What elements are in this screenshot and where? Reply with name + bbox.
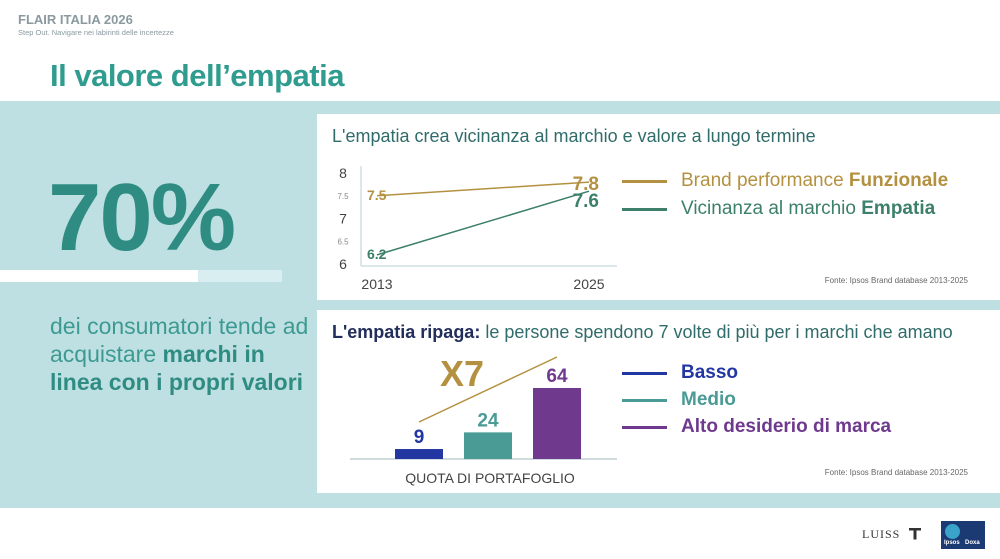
line-series-0 — [376, 181, 590, 197]
line-chart-card: L'empatia crea vicinanza al marchio e va… — [317, 114, 1000, 300]
header-title: FLAIR ITALIA 2026 — [18, 12, 133, 27]
ipsos-circle-icon — [945, 524, 960, 539]
bar-chart: 9 24 64 QUOTA DI PORTAFOGLIO X7 — [350, 353, 617, 486]
legend-functional-label: Brand performance Funzionale — [681, 170, 949, 191]
header-subtitle: Step Out. Navigare nei labirinti delle i… — [18, 28, 174, 37]
doxa-logo-text: Doxa — [965, 540, 980, 546]
legend-empathy: Vicinanza al marchio Empatia — [622, 198, 935, 220]
legend-medio-label: Medio — [681, 389, 736, 410]
bar-chart-title: L'empatia ripaga: le persone spendono 7 … — [332, 322, 953, 343]
line-chart-x-tick: 2025 — [573, 276, 604, 292]
line-data-label: 7.8 — [573, 174, 599, 195]
line-data-label: 7.6 — [573, 191, 599, 212]
bar-1 — [464, 432, 512, 459]
line-chart-x-tick: 2013 — [361, 276, 392, 292]
line-chart-y-tick: 6 — [339, 256, 347, 272]
kpi-text-bold: marchi in linea con i propri valori — [50, 341, 304, 395]
legend-empathy-label: Vicinanza al marchio Empatia — [681, 198, 936, 219]
luiss-emblem-icon — [909, 528, 921, 540]
bar-2 — [533, 388, 581, 459]
legend-medio: Medio — [622, 389, 736, 411]
legend-alto: Alto desiderio di marca — [622, 416, 891, 438]
bar-label-0: 9 — [414, 427, 425, 448]
legend-basso: Basso — [622, 362, 738, 384]
legend-functional-swatch — [622, 179, 667, 183]
kpi-value: 70% — [48, 164, 236, 271]
line-data-label: 7.5 — [367, 187, 387, 203]
kpi-divider-highlight — [0, 270, 198, 282]
line-chart-source: Fonte: Ipsos Brand database 2013-2025 — [824, 276, 968, 285]
legend-functional: Brand performance Funzionale — [622, 170, 948, 192]
line-chart: 8 7.5 7 6.5 6 2013 2025 7.5 7.8 6.2 7.6 — [337, 165, 617, 292]
line-chart-y-tick: 7 — [339, 211, 347, 227]
line-chart-y-tick: 6.5 — [337, 237, 349, 246]
line-series-1 — [376, 190, 590, 256]
kpi-text-normal: dei consumatori tende ad acquistare — [50, 313, 309, 367]
legend-alto-label: Alto desiderio di marca — [681, 416, 892, 437]
bar-chart-card: L'empatia ripaga: le persone spendono 7 … — [317, 310, 1000, 493]
ipsos-logo-text: Ipsos — [944, 540, 960, 546]
bar-chart-x-label: QUOTA DI PORTAFOGLIO — [405, 470, 575, 486]
legend-alto-swatch — [622, 425, 667, 429]
legend-empathy-swatch — [622, 207, 667, 211]
page-title: Il valore dell’empatia — [50, 58, 344, 93]
ipsos-doxa-logo: Ipsos Doxa — [941, 521, 985, 549]
growth-annotation: X7 — [440, 353, 484, 394]
legend-basso-label: Basso — [681, 362, 739, 383]
line-chart-y-tick: 7.5 — [337, 192, 349, 201]
growth-arrow-line — [418, 356, 558, 423]
line-chart-title: L'empatia crea vicinanza al marchio e va… — [332, 126, 816, 146]
bar-chart-title-rest: le persone spendono 7 volte di più per i… — [480, 322, 953, 342]
legend-medio-swatch — [622, 398, 667, 402]
bar-label-2: 64 — [546, 366, 568, 387]
bar-0 — [395, 449, 443, 459]
kpi-description: dei consumatori tende ad acquistare marc… — [50, 312, 310, 396]
bar-label-1: 24 — [477, 410, 499, 431]
bar-chart-source: Fonte: Ipsos Brand database 2013-2025 — [824, 468, 968, 477]
bar-chart-title-bold: L'empatia ripaga: — [332, 322, 481, 342]
line-chart-y-tick: 8 — [339, 165, 347, 181]
legend-basso-swatch — [622, 371, 667, 375]
luiss-logo: LUISS — [862, 527, 901, 541]
line-data-label: 6.2 — [367, 246, 387, 262]
